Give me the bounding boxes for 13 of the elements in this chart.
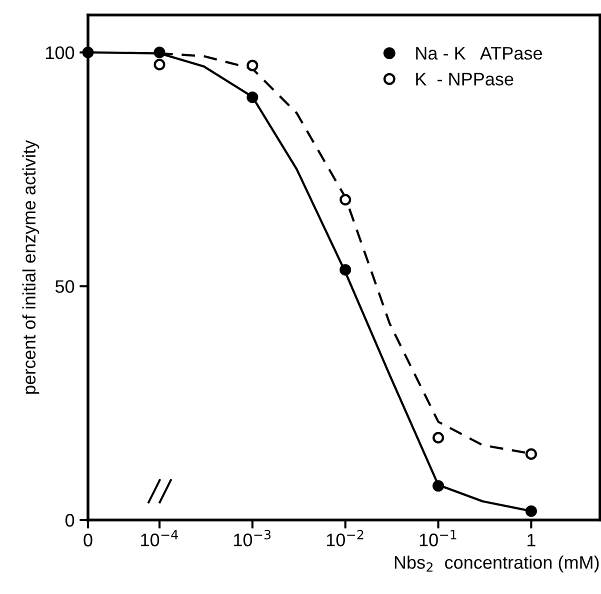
x-axis-title: Nbs$_{2}$ concentration (mM) [394,556,599,572]
y-tick-label: 100 [46,46,74,60]
x-tick-label: 10$^{−4}$ [141,530,178,546]
legend-label: Na - K ATPase [416,47,542,60]
y-tick-label: 0 [65,514,74,527]
legend-label: K - NPPase [416,72,514,86]
x-tick-label: 1 [528,534,536,546]
y-tick-label: 50 [55,280,74,293]
x-tick-label: 10$^{−1}$ [420,530,456,546]
y-axis-title: percent of initial enzyme activity [22,140,40,394]
x-tick-label: 10$^{−3}$ [234,530,271,546]
x-tick-label: 0 [84,534,92,546]
x-tick-label: 10$^{−2}$ [326,530,364,546]
